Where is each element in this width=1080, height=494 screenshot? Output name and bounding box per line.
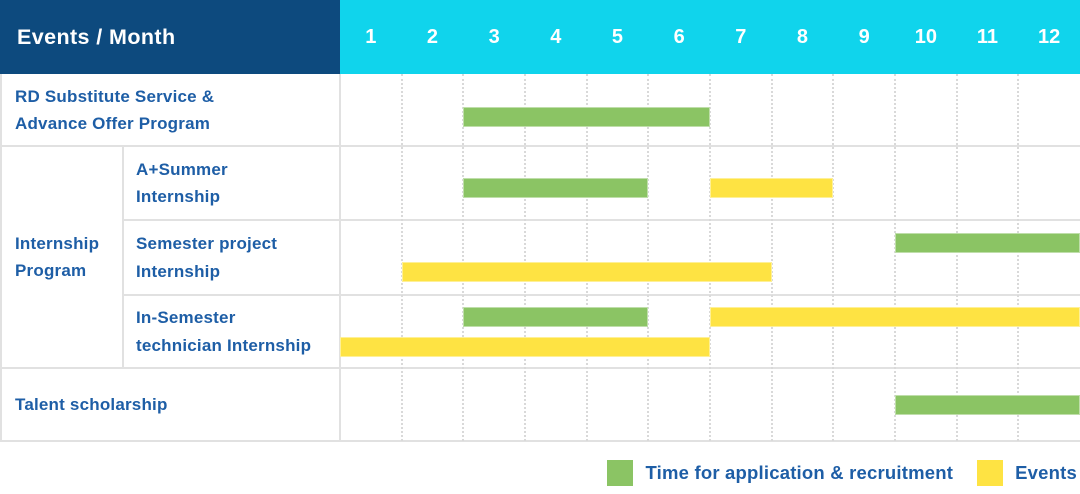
- gantt-bar-events-semester-project-internship: [401, 262, 772, 282]
- row-label-semester-project-internship: Semester project Internship: [136, 234, 278, 281]
- month-header-1: 1: [365, 25, 377, 48]
- month-header-11: 11: [976, 25, 999, 48]
- label-column-divider: [339, 74, 341, 441]
- table-bottom-border: [0, 440, 1080, 442]
- month-gridline: [585, 74, 588, 441]
- legend: Time for application & recruitment Events: [607, 456, 1077, 490]
- month-gridline: [462, 74, 465, 441]
- row-divider: [123, 294, 1080, 296]
- row-label-rd-substitute-service: RD Substitute Service & Advance Offer Pro…: [15, 86, 215, 134]
- row-label-in-semester-technician-internship: In-Semester technician Internship: [136, 308, 312, 355]
- month-header-3: 3: [488, 25, 500, 48]
- month-header-12: 12: [1038, 25, 1061, 48]
- gantt-bar-recruitment-talent-scholarship: [895, 395, 1080, 415]
- month-gridline: [524, 74, 526, 441]
- month-header-4: 4: [550, 25, 562, 48]
- legend-swatch-recruitment: [607, 460, 634, 486]
- month-gridline: [894, 74, 896, 441]
- row-label-talent-scholarship: Talent scholarship: [15, 394, 168, 414]
- legend-item-events: Events: [977, 460, 1077, 486]
- sub-column-divider: [122, 146, 124, 368]
- gantt-bar-recruitment-in-semester-technician-internship: [463, 307, 649, 327]
- month-header-8: 8: [796, 25, 809, 48]
- month-gridline: [770, 74, 773, 441]
- table-left-border: [0, 74, 2, 441]
- header-events-month-cell: Events / Month: [0, 0, 340, 74]
- row-divider: [0, 145, 1080, 147]
- row-divider: [123, 219, 1080, 221]
- gantt-bar-events-in-semester-technician-internship: [710, 307, 1080, 327]
- legend-swatch-events: [977, 460, 1004, 486]
- month-header-7: 7: [735, 25, 747, 48]
- legend-label-recruitment: Time for application & recruitment: [645, 462, 954, 483]
- gantt-bar-events-in-semester-technician-internship: [340, 337, 710, 357]
- month-header-6: 6: [673, 25, 685, 48]
- gantt-bar-recruitment-rd-substitute-service: [463, 107, 710, 127]
- gantt-bar-recruitment-semester-project-internship: [895, 233, 1080, 253]
- gantt-bar-events-a-plus-summer-internship: [710, 178, 834, 198]
- month-gridline: [709, 74, 711, 441]
- month-header-5: 5: [611, 25, 624, 48]
- row-label-a-plus-summer-internship: A+Summer Internship: [136, 159, 228, 207]
- gantt-bar-recruitment-a-plus-summer-internship: [463, 178, 649, 198]
- month-gridline: [832, 74, 835, 441]
- month-header-10: 10: [914, 25, 937, 48]
- month-gridline: [647, 74, 650, 441]
- month-header-9: 9: [858, 25, 870, 48]
- month-gridline: [1017, 74, 1020, 441]
- month-gridline: [955, 74, 958, 441]
- legend-label-events: Events: [1015, 462, 1077, 483]
- group-label-internship-program: Internship Program: [15, 233, 100, 281]
- row-divider: [0, 367, 1080, 369]
- header-title: Events / Month: [17, 24, 176, 49]
- month-header-row: 1 2 3 4 5 6 7 8 9 10 11 12: [340, 0, 1080, 74]
- legend-item-recruitment: Time for application & recruitment: [607, 460, 953, 486]
- month-header-2: 2: [426, 25, 439, 48]
- month-gridline: [400, 74, 403, 441]
